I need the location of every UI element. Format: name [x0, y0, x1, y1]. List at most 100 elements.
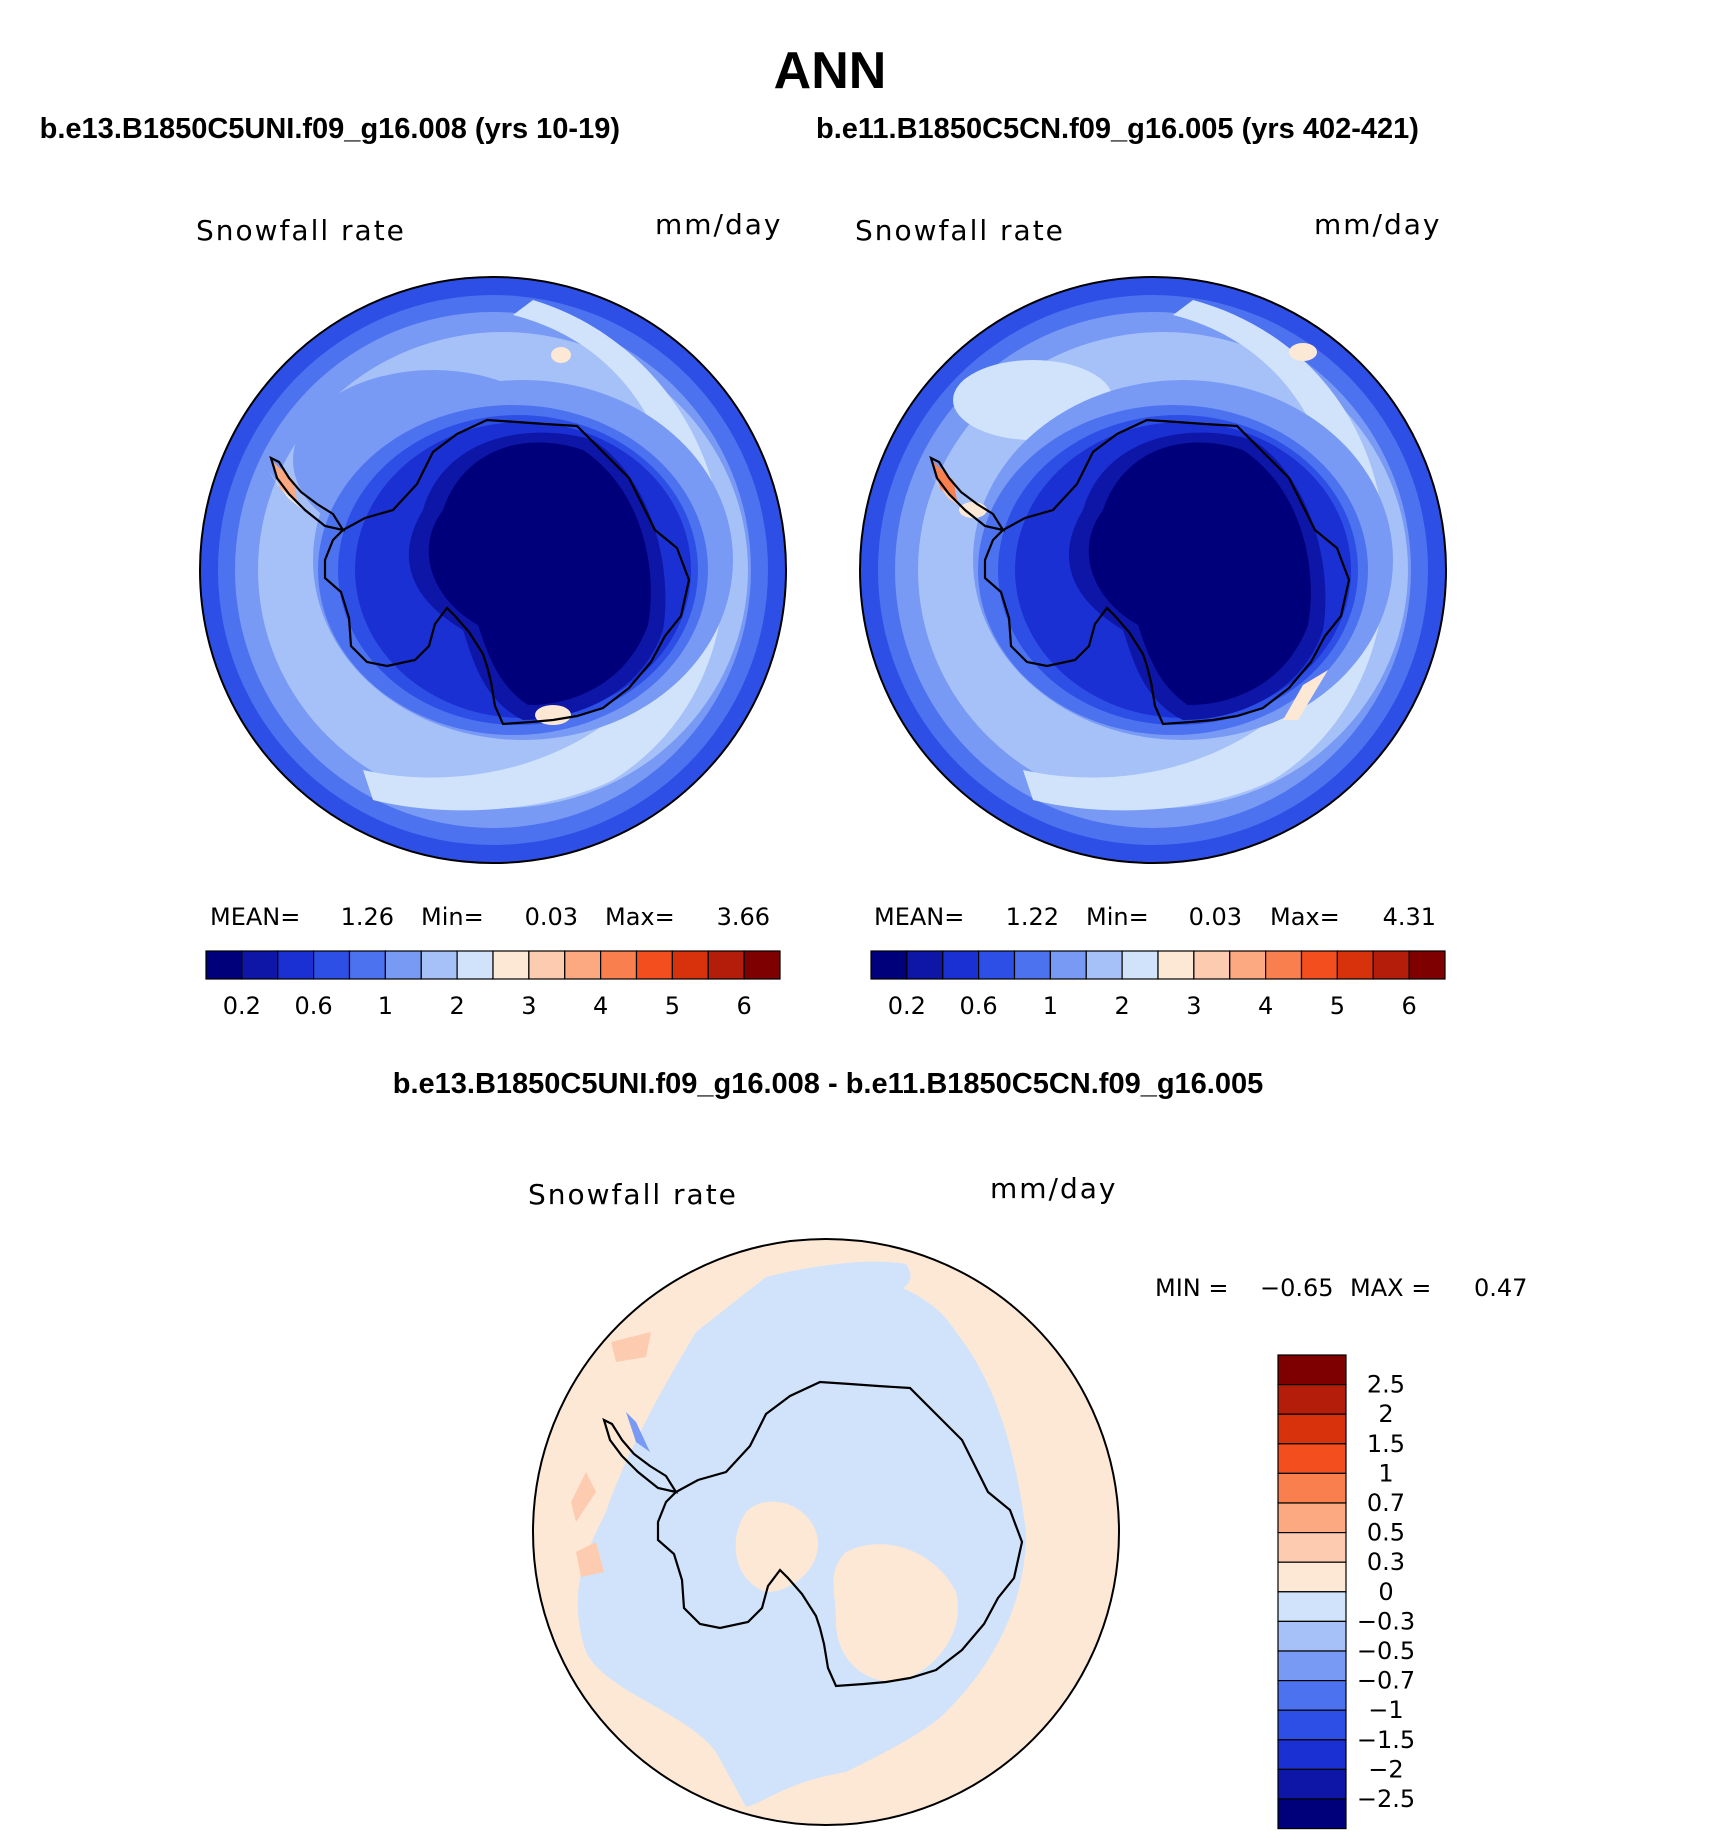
right-stats: MEAN= 1.22 Min= 0.03 Max= 4.31 — [874, 903, 1436, 931]
diff-colorbar-tick-label: 0.5 — [1367, 1519, 1405, 1547]
diff-colorbar-tick-label: −0.3 — [1357, 1607, 1415, 1635]
diff-panel: b.e13.B1850C5UNI.f09_g16.008 - b.e11.B18… — [393, 1068, 1527, 1830]
diff-colorbar-box — [1277, 1531, 1347, 1563]
right-variable-label: Snowfall rate — [855, 214, 1065, 247]
left-colorbar-box — [528, 950, 566, 980]
right-colorbar-box — [1085, 950, 1123, 980]
diff-colorbar-tick-label: −1.5 — [1357, 1726, 1415, 1754]
diff-colorbar-box — [1277, 1502, 1347, 1534]
right-colorbar-tick-label: 1 — [1043, 992, 1058, 1020]
left-colorbar-box — [456, 950, 494, 980]
right-colorbar-tick-label: 4 — [1258, 992, 1273, 1020]
diff-colorbar-box — [1277, 1709, 1347, 1741]
diff-colorbar-box — [1277, 1620, 1347, 1652]
left-colorbar-box — [277, 950, 315, 980]
left-max-value: 3.66 — [717, 903, 770, 931]
left-colorbar-box — [707, 950, 745, 980]
right-colorbar-box — [1229, 950, 1267, 980]
right-colorbar-box — [1157, 950, 1195, 980]
left-colorbar-tick-label: 2 — [449, 992, 464, 1020]
figure-title: ANN — [774, 42, 887, 100]
diff-colorbar-tick-label: 0 — [1378, 1578, 1393, 1606]
right-colorbar-box — [1193, 950, 1231, 980]
left-colorbar-box — [635, 950, 673, 980]
diff-colorbar-tick-label: 1.5 — [1367, 1430, 1405, 1458]
diff-variable-label: Snowfall rate — [528, 1178, 738, 1211]
right-colorbar-box — [978, 950, 1016, 980]
left-min-value: 0.03 — [525, 903, 578, 931]
left-min-label: Min= — [421, 903, 484, 931]
left-map — [199, 276, 787, 864]
diff-colorbar-box — [1277, 1413, 1347, 1445]
left-colorbar-box — [205, 950, 243, 980]
right-colorbar-box — [906, 950, 944, 980]
left-colorbar-tick-label: 1 — [378, 992, 393, 1020]
left-case-title: b.e13.B1850C5UNI.f09_g16.008 (yrs 10-19) — [40, 113, 620, 145]
right-case-title: b.e11.B1850C5CN.f09_g16.005 (yrs 402-421… — [816, 113, 1419, 145]
right-colorbar-tick-label: 5 — [1330, 992, 1345, 1020]
left-colorbar-box — [241, 950, 279, 980]
left-max-label: Max= — [605, 903, 675, 931]
diff-colorbar-box — [1277, 1739, 1347, 1771]
diff-min-value: −0.65 — [1260, 1274, 1334, 1302]
diff-colorbar-box — [1277, 1561, 1347, 1593]
right-colorbar-box — [942, 950, 980, 980]
diff-colorbar-box — [1277, 1650, 1347, 1682]
right-max-label: Max= — [1270, 903, 1340, 931]
diff-colorbar-tick-label: 2 — [1378, 1400, 1393, 1428]
right-panel: Snowfall rate mm/day — [855, 208, 1447, 1020]
diff-minmax: MIN = −0.65 MAX = 0.47 — [1155, 1274, 1527, 1302]
left-stats: MEAN= 1.26 Min= 0.03 Max= 3.66 — [210, 903, 770, 931]
diff-colorbar-tick-label: −2 — [1368, 1755, 1403, 1783]
left-mean-label: MEAN= — [210, 903, 300, 931]
left-colorbar-tick-label: 3 — [521, 992, 536, 1020]
right-units-label: mm/day — [1314, 208, 1442, 241]
left-colorbar-box — [600, 950, 638, 980]
diff-colorbar-tick-label: 0.3 — [1367, 1548, 1405, 1576]
left-colorbar-tick-label: 0.2 — [223, 992, 261, 1020]
left-colorbar-box — [384, 950, 422, 980]
left-colorbar-tick-label: 4 — [593, 992, 608, 1020]
right-colorbar-box — [870, 950, 908, 980]
right-colorbar-box — [1336, 950, 1374, 980]
diff-title: b.e13.B1850C5UNI.f09_g16.008 - b.e11.B18… — [393, 1068, 1264, 1100]
right-colorbar-box — [1013, 950, 1051, 980]
left-mean-value: 1.26 — [341, 903, 394, 931]
diff-min-label: MIN = — [1155, 1274, 1228, 1302]
diff-units-label: mm/day — [990, 1172, 1118, 1205]
right-colorbar-box — [1265, 950, 1303, 980]
left-colorbar-box — [420, 950, 458, 980]
right-colorbar-box — [1121, 950, 1159, 980]
diff-colorbar-tick-label: −0.7 — [1357, 1667, 1415, 1695]
right-mean-value: 1.22 — [1006, 903, 1059, 931]
left-colorbar-box — [564, 950, 602, 980]
diff-max-value: 0.47 — [1474, 1274, 1527, 1302]
right-colorbar-tick-label: 0.2 — [888, 992, 926, 1020]
left-colorbar-box — [671, 950, 709, 980]
right-mean-label: MEAN= — [874, 903, 964, 931]
right-colorbar-tick-label: 3 — [1186, 992, 1201, 1020]
diff-colorbar: 2.521.510.70.50.30−0.3−0.5−0.7−1−1.5−2−2… — [1277, 1354, 1415, 1830]
right-colorbar-box — [1049, 950, 1087, 980]
left-colorbar-box — [492, 950, 530, 980]
right-colorbar-tick-label: 0.6 — [960, 992, 998, 1020]
diff-colorbar-tick-label: −1 — [1368, 1696, 1403, 1724]
diff-colorbar-box — [1277, 1383, 1347, 1415]
left-colorbar-box — [313, 950, 351, 980]
left-colorbar-tick-label: 5 — [665, 992, 680, 1020]
diff-colorbar-box — [1277, 1443, 1347, 1475]
right-colorbar-box — [1300, 950, 1338, 980]
left-colorbar-tick-label: 0.6 — [295, 992, 333, 1020]
right-min-value: 0.03 — [1189, 903, 1242, 931]
diff-colorbar-box — [1277, 1768, 1347, 1800]
left-colorbar: 0.2 0.6 1 2 3 4 5 6 — [205, 950, 781, 1020]
left-colorbar-tick-label: 6 — [736, 992, 751, 1020]
diff-colorbar-tick-label: −0.5 — [1357, 1637, 1415, 1665]
diff-colorbar-box — [1277, 1679, 1347, 1711]
right-min-label: Min= — [1086, 903, 1149, 931]
left-panel: Snowfall rate mm/day — [196, 208, 787, 1020]
right-max-value: 4.31 — [1383, 903, 1436, 931]
left-colorbar-box — [348, 950, 386, 980]
diff-colorbar-tick-label: 1 — [1378, 1459, 1393, 1487]
